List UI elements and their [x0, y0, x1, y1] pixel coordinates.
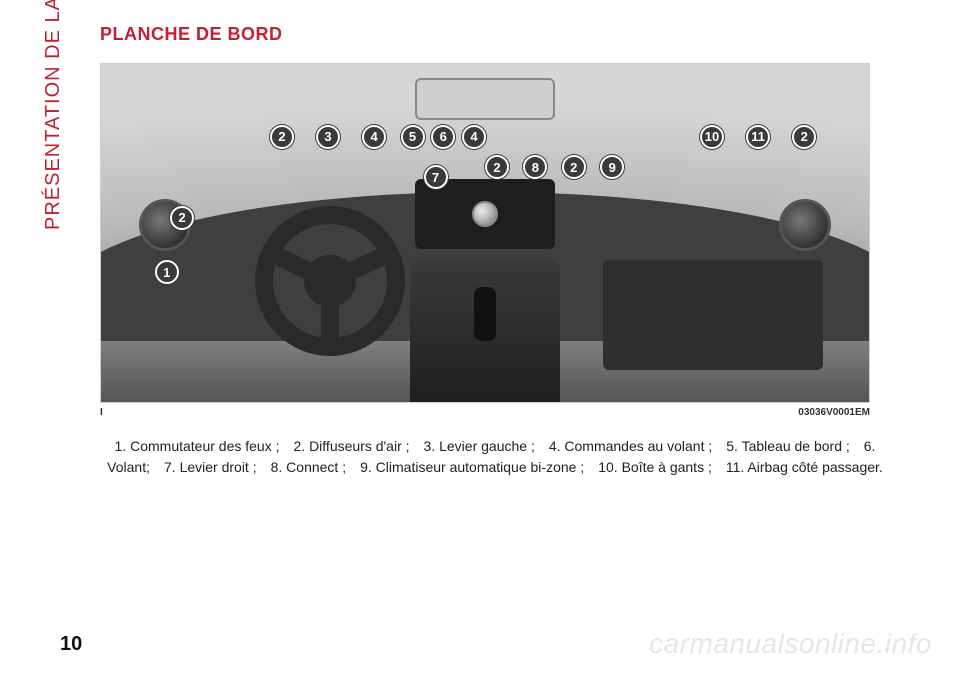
callout-marker: 2: [170, 206, 194, 230]
callout-marker: 2: [270, 125, 294, 149]
callout-marker: 2: [562, 155, 586, 179]
callout-marker: 4: [462, 125, 486, 149]
callout-marker: 11: [746, 125, 770, 149]
callout-marker: 6: [431, 125, 455, 149]
gear-shifter: [474, 287, 496, 341]
callout-marker: 10: [700, 125, 724, 149]
dashboard-figure: 122345647282910112: [100, 63, 870, 403]
glovebox: [603, 260, 823, 370]
figure-label-right: 03036V0001EM: [798, 407, 870, 418]
figure-caption: I 03036V0001EM: [100, 407, 870, 418]
steering-wheel: [255, 206, 405, 356]
figure-label-left: I: [100, 407, 103, 418]
legend-item: 4. Commandes au volant ;: [549, 438, 712, 454]
callout-marker: 5: [401, 125, 425, 149]
callout-marker: 2: [792, 125, 816, 149]
legend-item: 2. Diffuseurs d'air ;: [294, 438, 410, 454]
air-vent-right: [779, 199, 831, 251]
callout-marker: 1: [155, 260, 179, 284]
figure-legend: 1. Commutateur des feux ; 2. Diffuseurs …: [100, 436, 890, 478]
legend-item: 1. Commutateur des feux ;: [115, 438, 280, 454]
brand-badge-icon: [472, 201, 498, 227]
wheel-hub: [304, 255, 356, 307]
callout-marker: 4: [362, 125, 386, 149]
manual-page: PRÉSENTATION DE LA VOITURE PLANCHE DE BO…: [0, 0, 960, 678]
legend-item: 9. Climatiseur automatique bi-zone ;: [360, 459, 584, 475]
legend-item: 10. Boîte à gants ;: [598, 459, 712, 475]
legend-item: 5. Tableau de bord ;: [726, 438, 850, 454]
callout-marker: 7: [424, 165, 448, 189]
rearview-mirror: [415, 78, 555, 120]
callout-marker: 3: [316, 125, 340, 149]
legend-item: 3. Levier gauche ;: [424, 438, 535, 454]
legend-item: 11. Airbag côté passager.: [726, 459, 883, 475]
page-number: 10: [60, 633, 82, 656]
legend-item: 8. Connect ;: [271, 459, 347, 475]
legend-item: 7. Levier droit ;: [164, 459, 257, 475]
section-title: PLANCHE DE BORD: [100, 24, 900, 45]
section-vertical-title: PRÉSENTATION DE LA VOITURE: [42, 0, 65, 230]
infotainment-screen: [415, 179, 555, 249]
watermark: carmanualsonline.info: [649, 628, 932, 660]
